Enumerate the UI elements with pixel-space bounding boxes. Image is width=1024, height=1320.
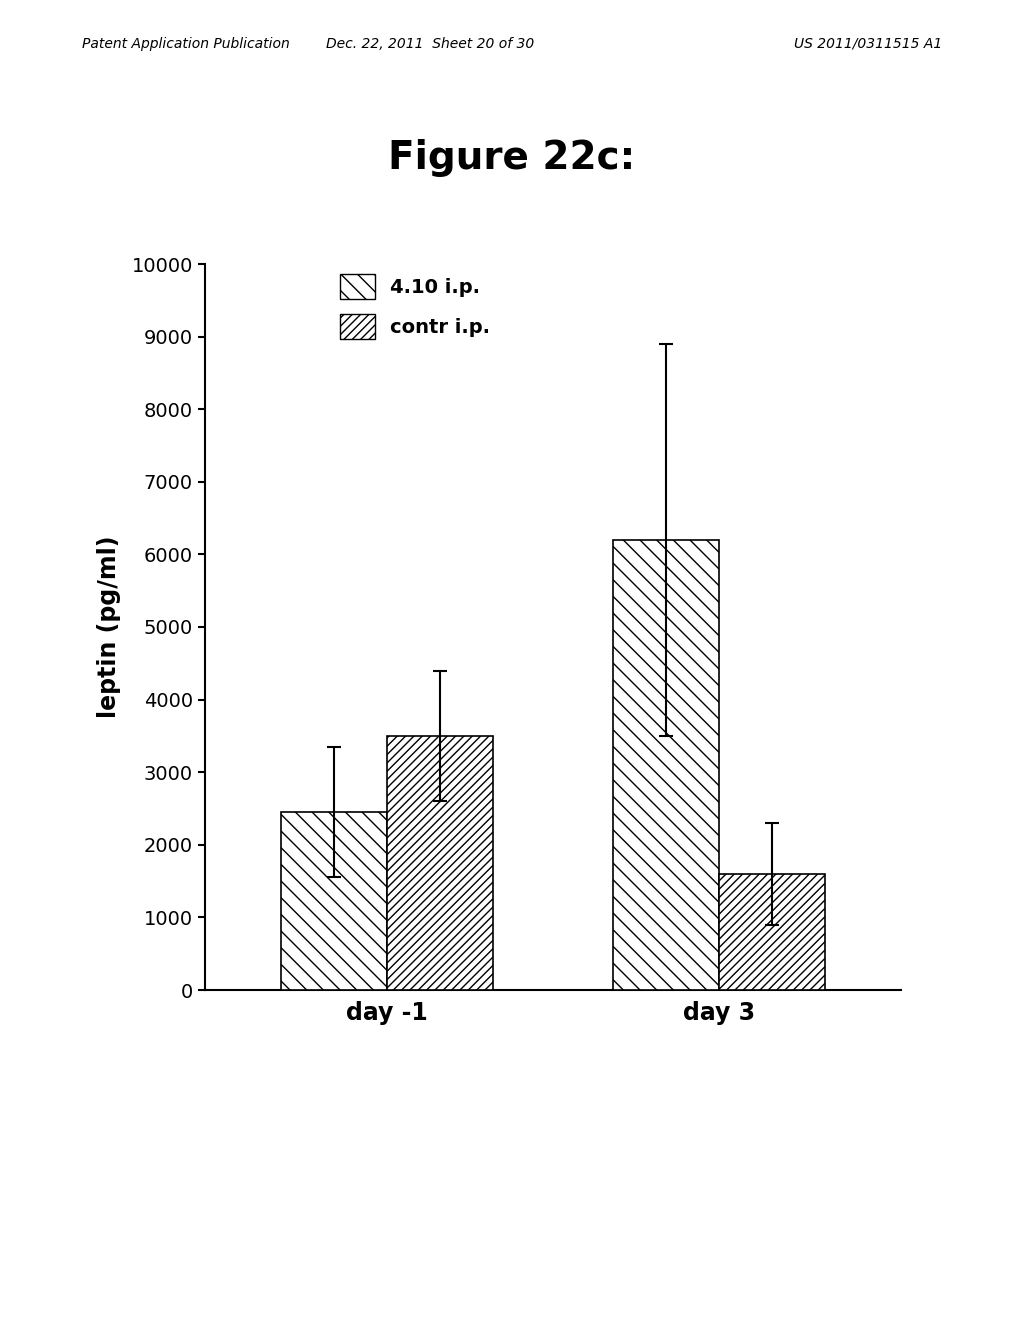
- Bar: [281, 812, 387, 990]
- Text: Figure 22c:: Figure 22c:: [388, 140, 636, 177]
- Text: US 2011/0311515 A1: US 2011/0311515 A1: [794, 37, 942, 51]
- Text: Dec. 22, 2011  Sheet 20 of 30: Dec. 22, 2011 Sheet 20 of 30: [326, 37, 535, 51]
- Bar: [719, 874, 825, 990]
- Bar: [387, 737, 494, 990]
- Legend: 4.10 i.p., contr i.p.: 4.10 i.p., contr i.p.: [340, 273, 490, 339]
- Text: Patent Application Publication: Patent Application Publication: [82, 37, 290, 51]
- Y-axis label: leptin (pg/ml): leptin (pg/ml): [96, 536, 121, 718]
- Bar: [612, 540, 719, 990]
